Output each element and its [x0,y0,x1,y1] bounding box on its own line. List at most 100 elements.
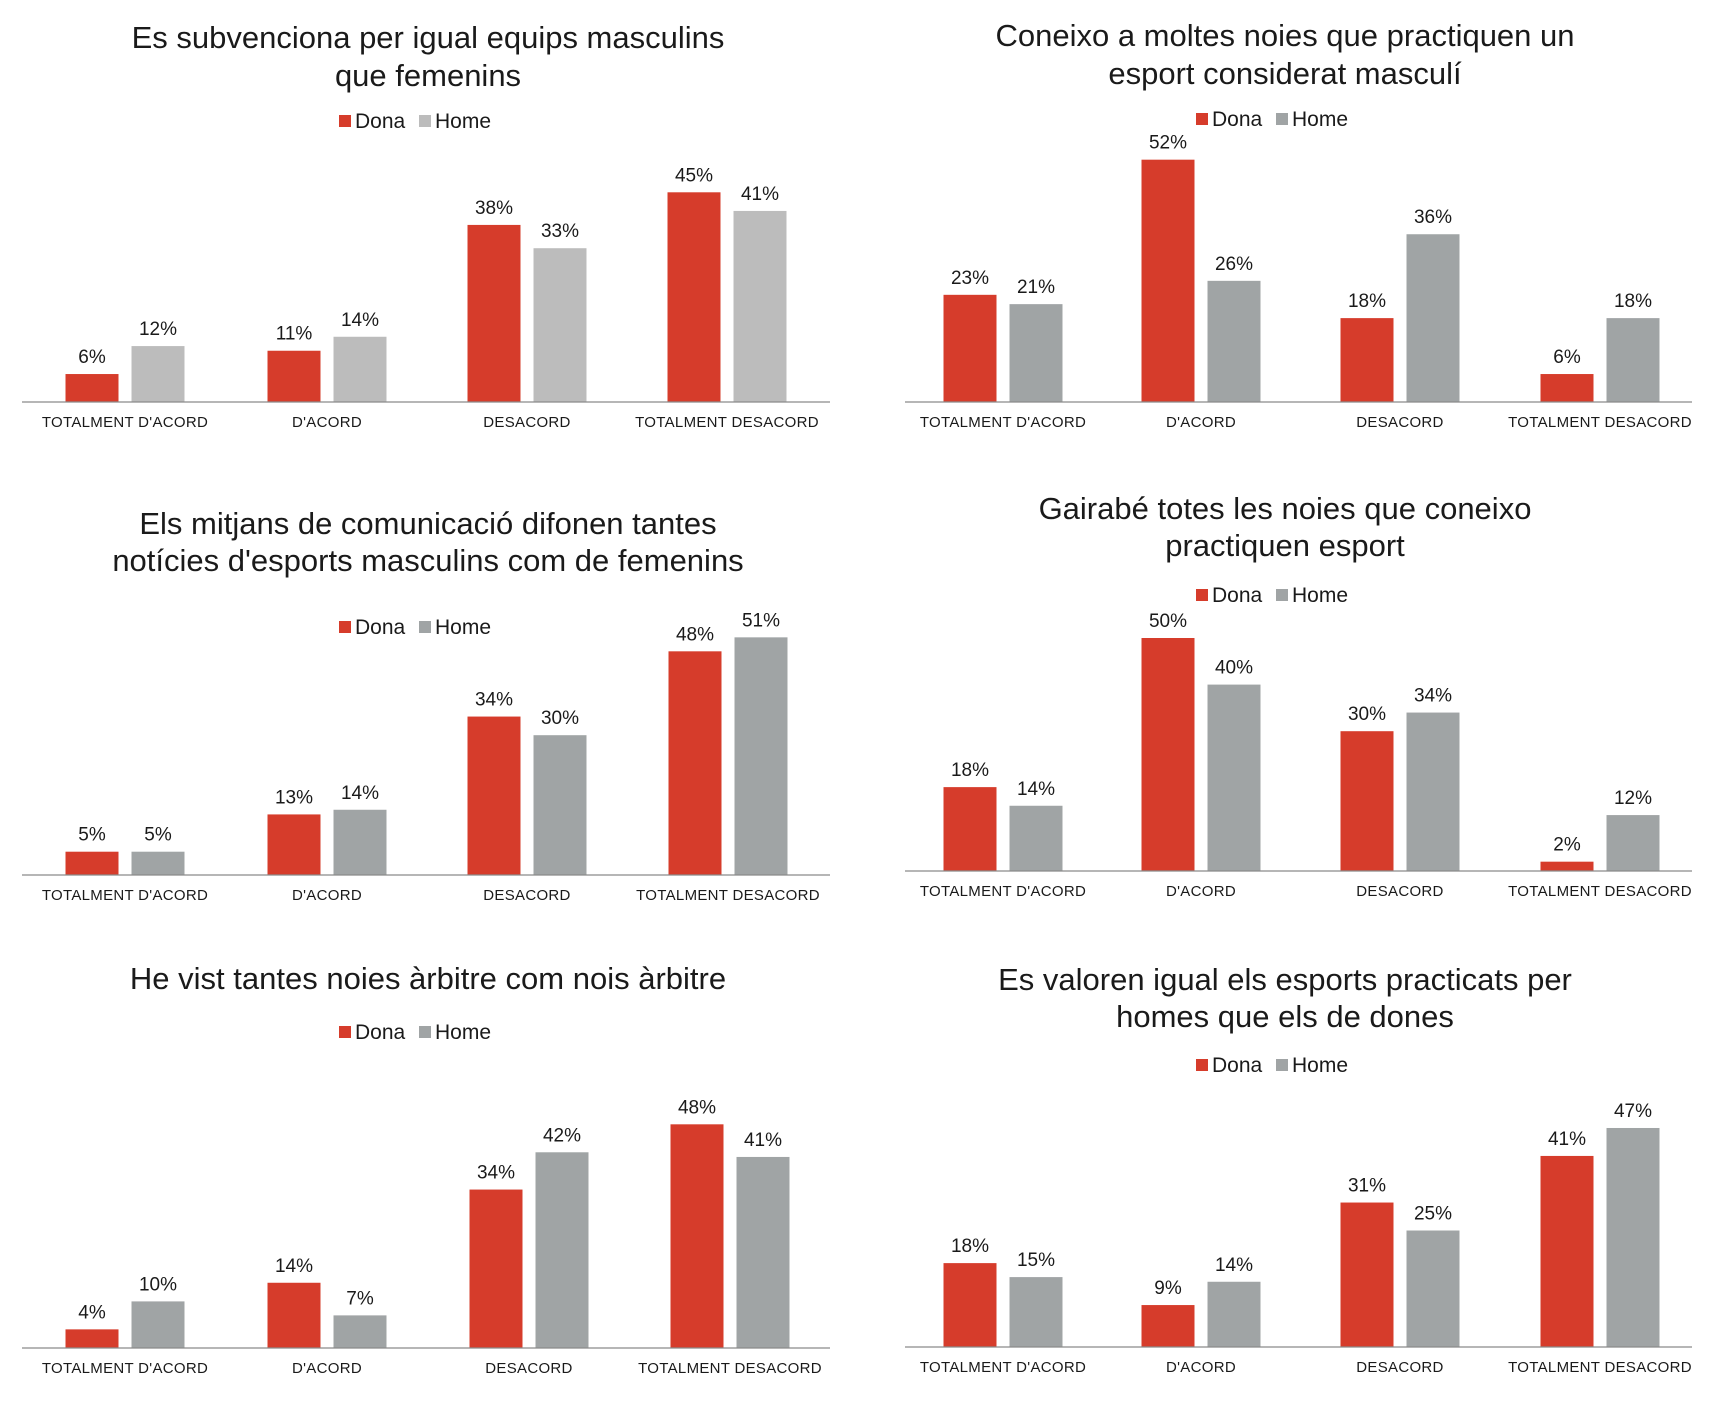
data-label-dona: 34% [475,690,513,711]
category-label: D'ACORD [1166,1359,1236,1376]
bar-dona [1340,318,1394,402]
bar-dona [943,294,997,402]
bar-home [1207,684,1261,871]
data-label-home: 41% [741,184,779,205]
data-label-dona: 13% [275,787,313,808]
bar-home [1606,1127,1660,1347]
bar-dona [267,350,321,402]
legend-swatch-dona [1196,1059,1208,1071]
data-label-home: 47% [1614,1101,1652,1122]
legend-swatch-dona [339,621,351,633]
category-label: TOTALMENT DESACORD [1508,414,1692,431]
legend-label-home: Home [1292,108,1348,131]
bar-home [1406,234,1460,402]
category-label: TOTALMENT D'ACORD [42,414,208,431]
bar-dona [65,1329,119,1348]
data-label-dona: 18% [1348,291,1386,312]
bar-dona [667,192,721,402]
data-label-home: 33% [541,221,579,242]
data-label-home: 42% [543,1125,581,1146]
bar-home [1207,1281,1261,1347]
chart-title-line: He vist tantes noies àrbitre com nois àr… [130,961,726,996]
data-label-dona: 5% [78,825,106,846]
chart-panel-2: Coneixo a moltes noies que practiquen un… [857,0,1713,474]
data-label-dona: 48% [678,1097,716,1118]
chart-panel-5: He vist tantes noies àrbitre com nois àr… [0,948,856,1422]
bar-home [1406,712,1460,871]
data-label-home: 14% [1017,779,1055,800]
data-label-home: 34% [1414,686,1452,707]
data-label-home: 36% [1414,207,1452,228]
bar-chart-2: Coneixo a moltes noies que practiquen un… [905,18,1692,431]
bar-home [333,809,387,875]
data-label-dona: 31% [1348,1176,1386,1197]
category-label: DESACORD [485,1360,572,1377]
legend-swatch-home [419,621,431,633]
bar-dona [1340,731,1394,871]
bar-home [1009,805,1063,871]
legend-label-dona: Dona [355,110,406,133]
category-label: D'ACORD [1166,883,1236,900]
bar-home [533,248,587,402]
bar-chart-3: Els mitjans de comunicació difonen tante… [22,506,830,904]
category-label: DESACORD [1356,414,1443,431]
data-label-home: 12% [1614,788,1652,809]
chart-panel-4: Gairabé totes les noies que coneixo pract… [857,474,1713,948]
legend-label-home: Home [1292,584,1348,607]
data-label-dona: 52% [1149,133,1187,154]
chart-panel-6: Es valoren igual els esports practicats … [857,948,1713,1422]
data-label-dona: 6% [1553,347,1581,368]
bar-dona [267,1282,321,1348]
chart-panel-3: Els mitjans de comunicació difonen tante… [0,474,856,948]
data-label-home: 30% [541,708,579,729]
bar-home [131,851,185,875]
category-label: TOTALMENT D'ACORD [920,414,1086,431]
category-label: TOTALMENT DESACORD [1508,1359,1692,1376]
data-label-home: 10% [139,1274,177,1295]
chart-title-line: practiquen esport [1165,528,1405,563]
bar-home [733,210,787,402]
data-label-dona: 2% [1553,835,1581,856]
chart-title-line: notícies d'esports masculins com de feme… [112,543,743,578]
bar-chart-1: Es subvenciona per igual equips masculin… [22,20,830,431]
legend-swatch-home [419,1026,431,1038]
chart-panel-1: Es subvenciona per igual equips masculin… [0,0,856,474]
legend-label-home: Home [435,616,491,639]
data-label-home: 25% [1414,1204,1452,1225]
data-label-dona: 18% [951,1236,989,1257]
bar-chart-4: Gairabé totes les noies que coneixopract… [905,491,1692,900]
bar-dona [1340,1202,1394,1347]
category-label: TOTALMENT D'ACORD [42,1360,208,1377]
legend-swatch-home [1276,113,1288,125]
chart-title-line: Es subvenciona per igual equips masculin… [132,20,725,55]
bar-home [333,1315,387,1348]
bar-home [1009,1277,1063,1347]
data-label-dona: 41% [1548,1129,1586,1150]
data-label-home: 51% [742,610,780,631]
data-label-dona: 9% [1154,1278,1182,1299]
bar-dona [1540,374,1594,402]
legend-label-dona: Dona [1212,584,1263,607]
bar-home [131,1301,185,1348]
data-label-dona: 34% [477,1163,515,1184]
bar-chart-5: He vist tantes noies àrbitre com nois àr… [22,961,830,1377]
bar-home [1207,280,1261,402]
legend-swatch-dona [339,115,351,127]
chart-title-line: homes que els de dones [1116,999,1454,1034]
bar-dona [469,1189,523,1348]
data-label-dona: 18% [951,760,989,781]
legend-label-dona: Dona [1212,1054,1263,1077]
data-label-home: 5% [144,825,172,846]
category-label: TOTALMENT DESACORD [635,414,819,431]
bar-home [1406,1230,1460,1347]
chart-title-line: Gairabé totes les noies que coneixo [1039,491,1532,526]
bar-home [131,346,185,402]
category-label: D'ACORD [1166,414,1236,431]
category-label: TOTALMENT DESACORD [636,887,820,904]
legend-label-dona: Dona [355,616,406,639]
legend-label-home: Home [435,1021,491,1044]
legend-label-home: Home [1292,1054,1348,1077]
category-label: D'ACORD [292,414,362,431]
data-label-dona: 45% [675,165,713,186]
bar-dona [943,1263,997,1347]
